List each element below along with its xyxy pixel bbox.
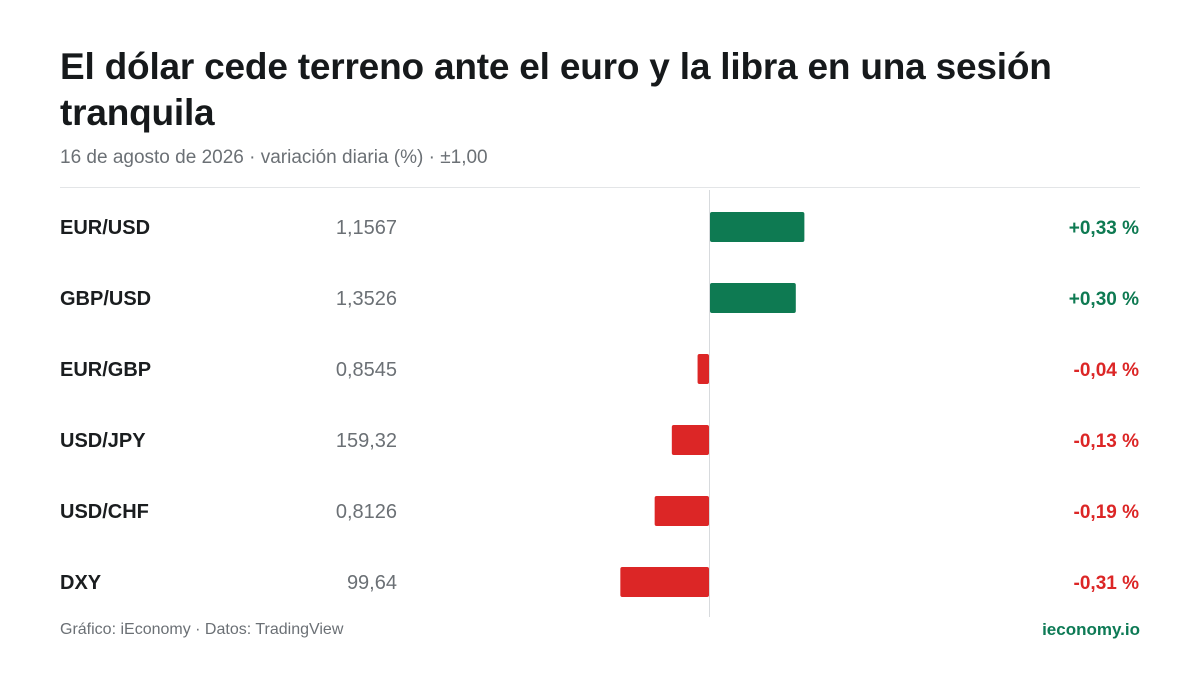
rate-value: 1,3526 (336, 288, 397, 310)
bar (654, 496, 709, 526)
rate-value: 99,64 (347, 572, 397, 594)
chart-subtitle: 16 de agosto de 2026 · variación diaria … (60, 147, 488, 168)
header-divider (60, 187, 1140, 188)
change-label: -0,31 % (1074, 573, 1140, 594)
bar (671, 425, 709, 455)
pair-label: GBP/USD (60, 288, 151, 310)
change-label: -0,04 % (1074, 360, 1140, 381)
pair-label: USD/CHF (60, 501, 149, 523)
pair-label: DXY (60, 572, 102, 594)
bar (620, 567, 709, 597)
change-label: +0,30 % (1069, 289, 1139, 310)
bar (710, 283, 796, 313)
source-credit: Gráfico: iEconomy · Datos: TradingView (60, 621, 344, 638)
bar (710, 212, 805, 242)
change-label: -0,19 % (1074, 502, 1140, 523)
chart-title: El dólar cede terreno ante el euro y la … (60, 46, 1052, 133)
change-label: +0,33 % (1069, 218, 1139, 239)
rate-value: 1,1567 (336, 217, 397, 239)
brand-link[interactable]: ieconomy.io (1042, 620, 1140, 639)
rate-value: 0,8126 (336, 501, 397, 523)
pair-label: EUR/USD (60, 217, 150, 239)
pair-label: EUR/GBP (60, 359, 151, 381)
change-label: -0,13 % (1074, 431, 1140, 452)
rate-value: 0,8545 (336, 359, 397, 381)
pair-label: USD/JPY (60, 430, 146, 452)
bar (697, 354, 709, 384)
rate-value: 159,32 (336, 430, 397, 452)
